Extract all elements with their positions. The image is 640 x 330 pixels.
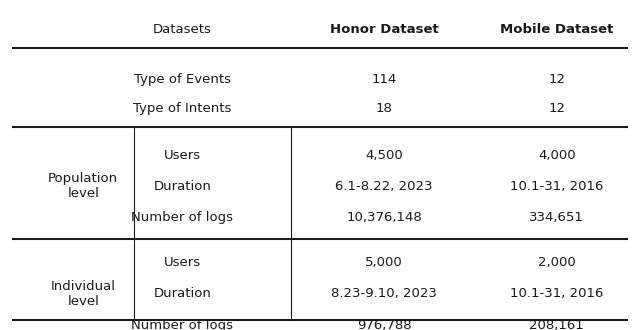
Text: 12: 12: [548, 73, 565, 86]
Text: Type of Events: Type of Events: [134, 73, 231, 86]
Text: 5,000: 5,000: [365, 256, 403, 269]
Text: Number of logs: Number of logs: [131, 211, 234, 224]
Text: Number of logs: Number of logs: [131, 318, 234, 330]
Text: 10.1-31, 2016: 10.1-31, 2016: [510, 287, 604, 300]
Text: Individual
level: Individual level: [51, 280, 116, 308]
Text: 334,651: 334,651: [529, 211, 584, 224]
Text: 976,788: 976,788: [356, 318, 412, 330]
Text: Users: Users: [164, 148, 201, 162]
Text: Mobile Dataset: Mobile Dataset: [500, 23, 614, 36]
Text: 10.1-31, 2016: 10.1-31, 2016: [510, 180, 604, 193]
Text: Type of Intents: Type of Intents: [133, 102, 232, 115]
Text: 4,500: 4,500: [365, 148, 403, 162]
Text: 10,376,148: 10,376,148: [346, 211, 422, 224]
Text: Users: Users: [164, 256, 201, 269]
Text: Population
level: Population level: [48, 173, 118, 200]
Text: Datasets: Datasets: [153, 23, 212, 36]
Text: 8.23-9.10, 2023: 8.23-9.10, 2023: [331, 287, 437, 300]
Text: 12: 12: [548, 102, 565, 115]
Text: 208,161: 208,161: [529, 318, 584, 330]
Text: 18: 18: [376, 102, 392, 115]
Text: Duration: Duration: [154, 180, 211, 193]
Text: 2,000: 2,000: [538, 256, 575, 269]
Text: Honor Dataset: Honor Dataset: [330, 23, 438, 36]
Text: 114: 114: [371, 73, 397, 86]
Text: Duration: Duration: [154, 287, 211, 300]
Text: 4,000: 4,000: [538, 148, 575, 162]
Text: 6.1-8.22, 2023: 6.1-8.22, 2023: [335, 180, 433, 193]
